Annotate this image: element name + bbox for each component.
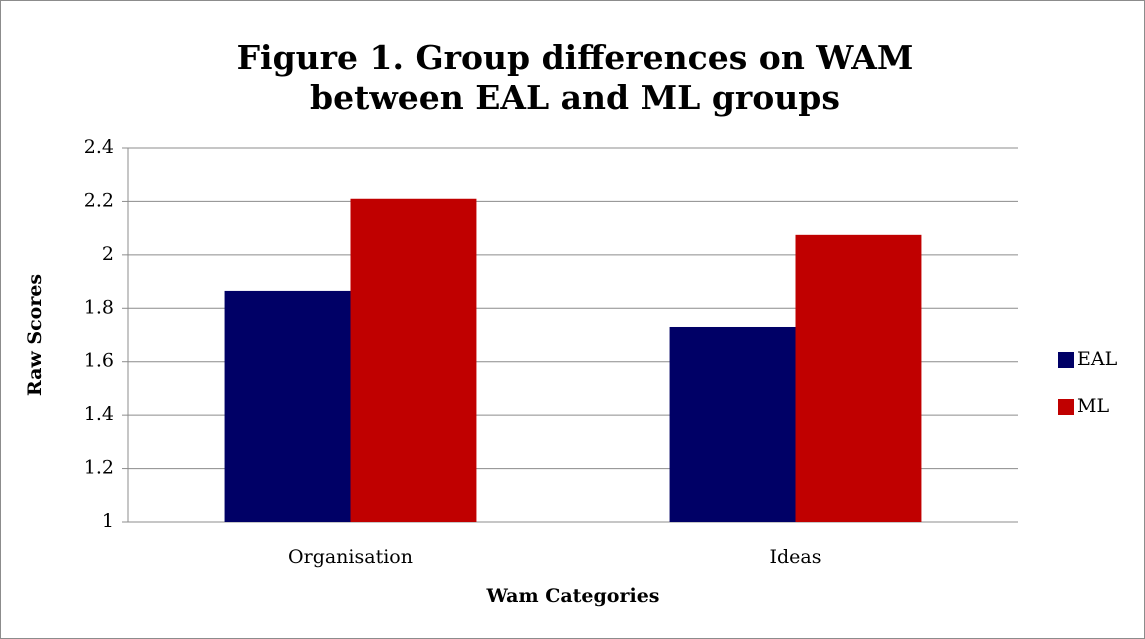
bar [795,234,922,523]
x-tick-label: Organisation [288,546,413,568]
legend-swatch [1058,352,1074,368]
y-tick-label: 1.2 [84,457,114,479]
legend-swatch [1058,399,1074,415]
y-tick-label: 2 [102,243,114,265]
y-axis-label: Raw Scores [24,274,46,396]
x-tick-label: Ideas [770,546,822,568]
y-tick-label: 1 [102,510,114,532]
y-tick-label: 2.2 [84,189,114,211]
bar [350,198,477,522]
legend-label: ML [1077,395,1109,417]
y-tick-label: 2.4 [84,136,114,158]
bar [669,326,796,522]
y-tick-label: 1.4 [84,403,114,425]
legend-label: EAL [1077,348,1118,370]
x-axis-label: Wam Categories [486,585,660,607]
y-tick-label: 1.6 [84,350,114,372]
y-tick-label: 1.8 [84,296,114,318]
bar [224,290,351,522]
chart-title: Figure 1. Group differences on WAM betwe… [236,38,914,117]
